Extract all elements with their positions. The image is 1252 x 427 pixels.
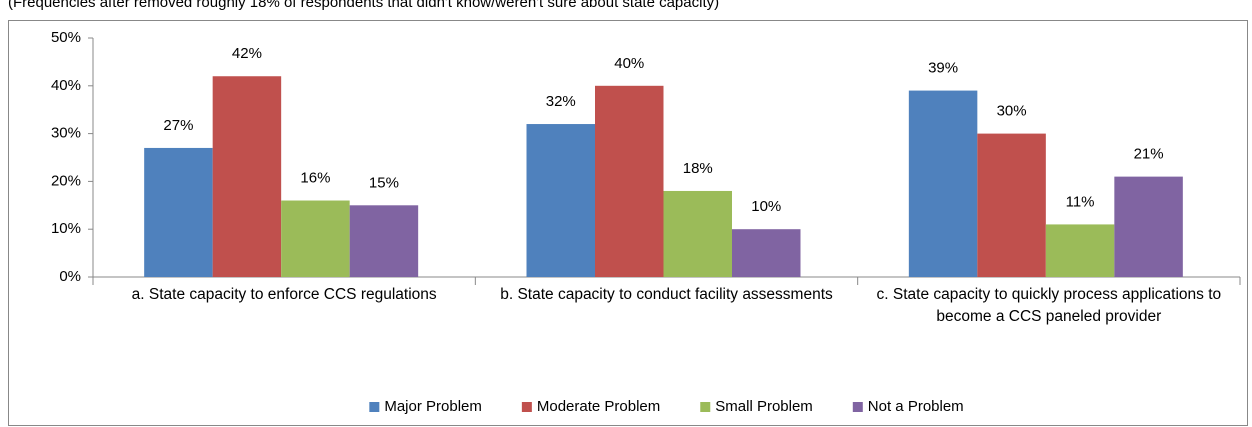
x-tick-label: c. State capacity to quickly process app… — [876, 286, 1222, 325]
data-label: 30% — [997, 103, 1027, 120]
bar — [281, 200, 350, 277]
data-label: 39% — [928, 60, 958, 77]
data-label: 32% — [546, 93, 576, 110]
bar — [595, 85, 664, 277]
data-label: 27% — [163, 117, 193, 134]
y-tick-label: 20% — [51, 172, 81, 189]
y-tick-label: 30% — [51, 125, 81, 142]
legend-label: Moderate Problem — [537, 398, 660, 415]
y-tick-label: 50% — [51, 29, 81, 46]
data-label: 11% — [1066, 193, 1095, 210]
y-tick-label: 10% — [51, 220, 81, 237]
x-tick-label: a. State capacity to enforce CCS regulat… — [131, 286, 437, 303]
legend-swatch — [521, 402, 532, 412]
legend-swatch — [852, 402, 863, 412]
chart-subtitle: (Frequencies after removed roughly 18% o… — [8, 0, 719, 11]
data-label: 15% — [369, 174, 399, 191]
data-label: 18% — [683, 160, 713, 177]
bar — [144, 147, 213, 277]
bar — [1114, 176, 1183, 277]
bar — [977, 133, 1046, 277]
bar — [1045, 224, 1115, 277]
bar — [908, 90, 978, 277]
legend-label: Major Problem — [384, 398, 482, 415]
y-tick-label: 40% — [51, 77, 81, 94]
bar — [212, 76, 282, 278]
bar — [732, 229, 801, 277]
x-tick-label: b. State capacity to conduct facility as… — [500, 286, 833, 303]
bar — [663, 190, 732, 277]
data-label: 42% — [232, 45, 262, 62]
data-label: 40% — [614, 55, 644, 72]
bar — [349, 205, 419, 277]
y-tick-label: 0% — [59, 268, 81, 285]
data-label: 16% — [300, 169, 330, 186]
chart-border — [8, 20, 1248, 426]
bar — [526, 124, 595, 277]
legend-swatch — [369, 402, 380, 412]
data-label: 21% — [1134, 146, 1164, 163]
legend-label: Small Problem — [715, 398, 813, 415]
legend-swatch — [700, 402, 711, 412]
legend-label: Not a Problem — [868, 398, 964, 415]
data-label: 10% — [751, 198, 781, 215]
